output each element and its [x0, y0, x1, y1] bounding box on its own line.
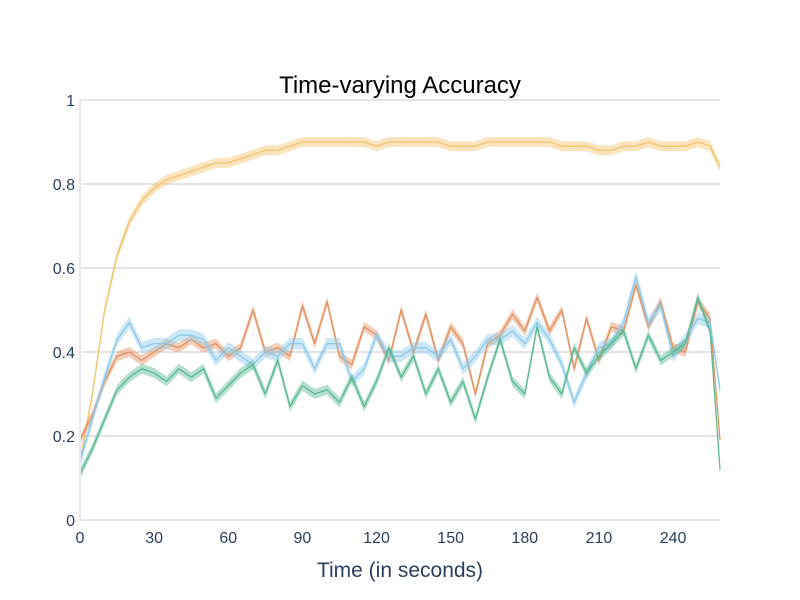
series-4 — [79, 292, 721, 479]
y-tick-label: 0.2 — [53, 429, 75, 446]
x-tick-label: 30 — [145, 530, 163, 547]
series-2-band — [80, 279, 720, 446]
x-tick-label: 180 — [511, 530, 538, 547]
x-tick-label: 90 — [293, 530, 311, 547]
x-tick-label: 210 — [586, 530, 613, 547]
axes: 0 0.2 0.4 0.6 0.8 1 0 30 60 90 120 150 180 210 240 — [53, 93, 720, 547]
series-group — [79, 137, 721, 479]
series-2-line — [79, 284, 721, 441]
series-1-line — [79, 141, 721, 462]
series-3-line — [79, 275, 721, 462]
y-tick-label: 0.4 — [53, 345, 75, 362]
series-4-line — [79, 296, 721, 475]
x-tick-label: 240 — [660, 530, 687, 547]
y-tick-label: 0.6 — [53, 261, 75, 278]
y-tick-label: 0.8 — [53, 177, 75, 194]
series-1-band — [80, 137, 720, 467]
y-tick-label: 1 — [66, 93, 75, 110]
series-1 — [79, 137, 721, 467]
x-tick-label: 0 — [76, 530, 85, 547]
x-tick-label: 60 — [219, 530, 237, 547]
y-tick-label: 0 — [66, 513, 75, 530]
chart-title: Time-varying Accuracy — [279, 72, 521, 99]
gridlines — [80, 99, 720, 437]
x-axis-title: Time (in seconds) — [317, 559, 483, 582]
x-tick-label: 120 — [363, 530, 390, 547]
series-2 — [79, 279, 721, 446]
series-3 — [79, 270, 721, 468]
x-tick-label: 150 — [437, 530, 464, 547]
